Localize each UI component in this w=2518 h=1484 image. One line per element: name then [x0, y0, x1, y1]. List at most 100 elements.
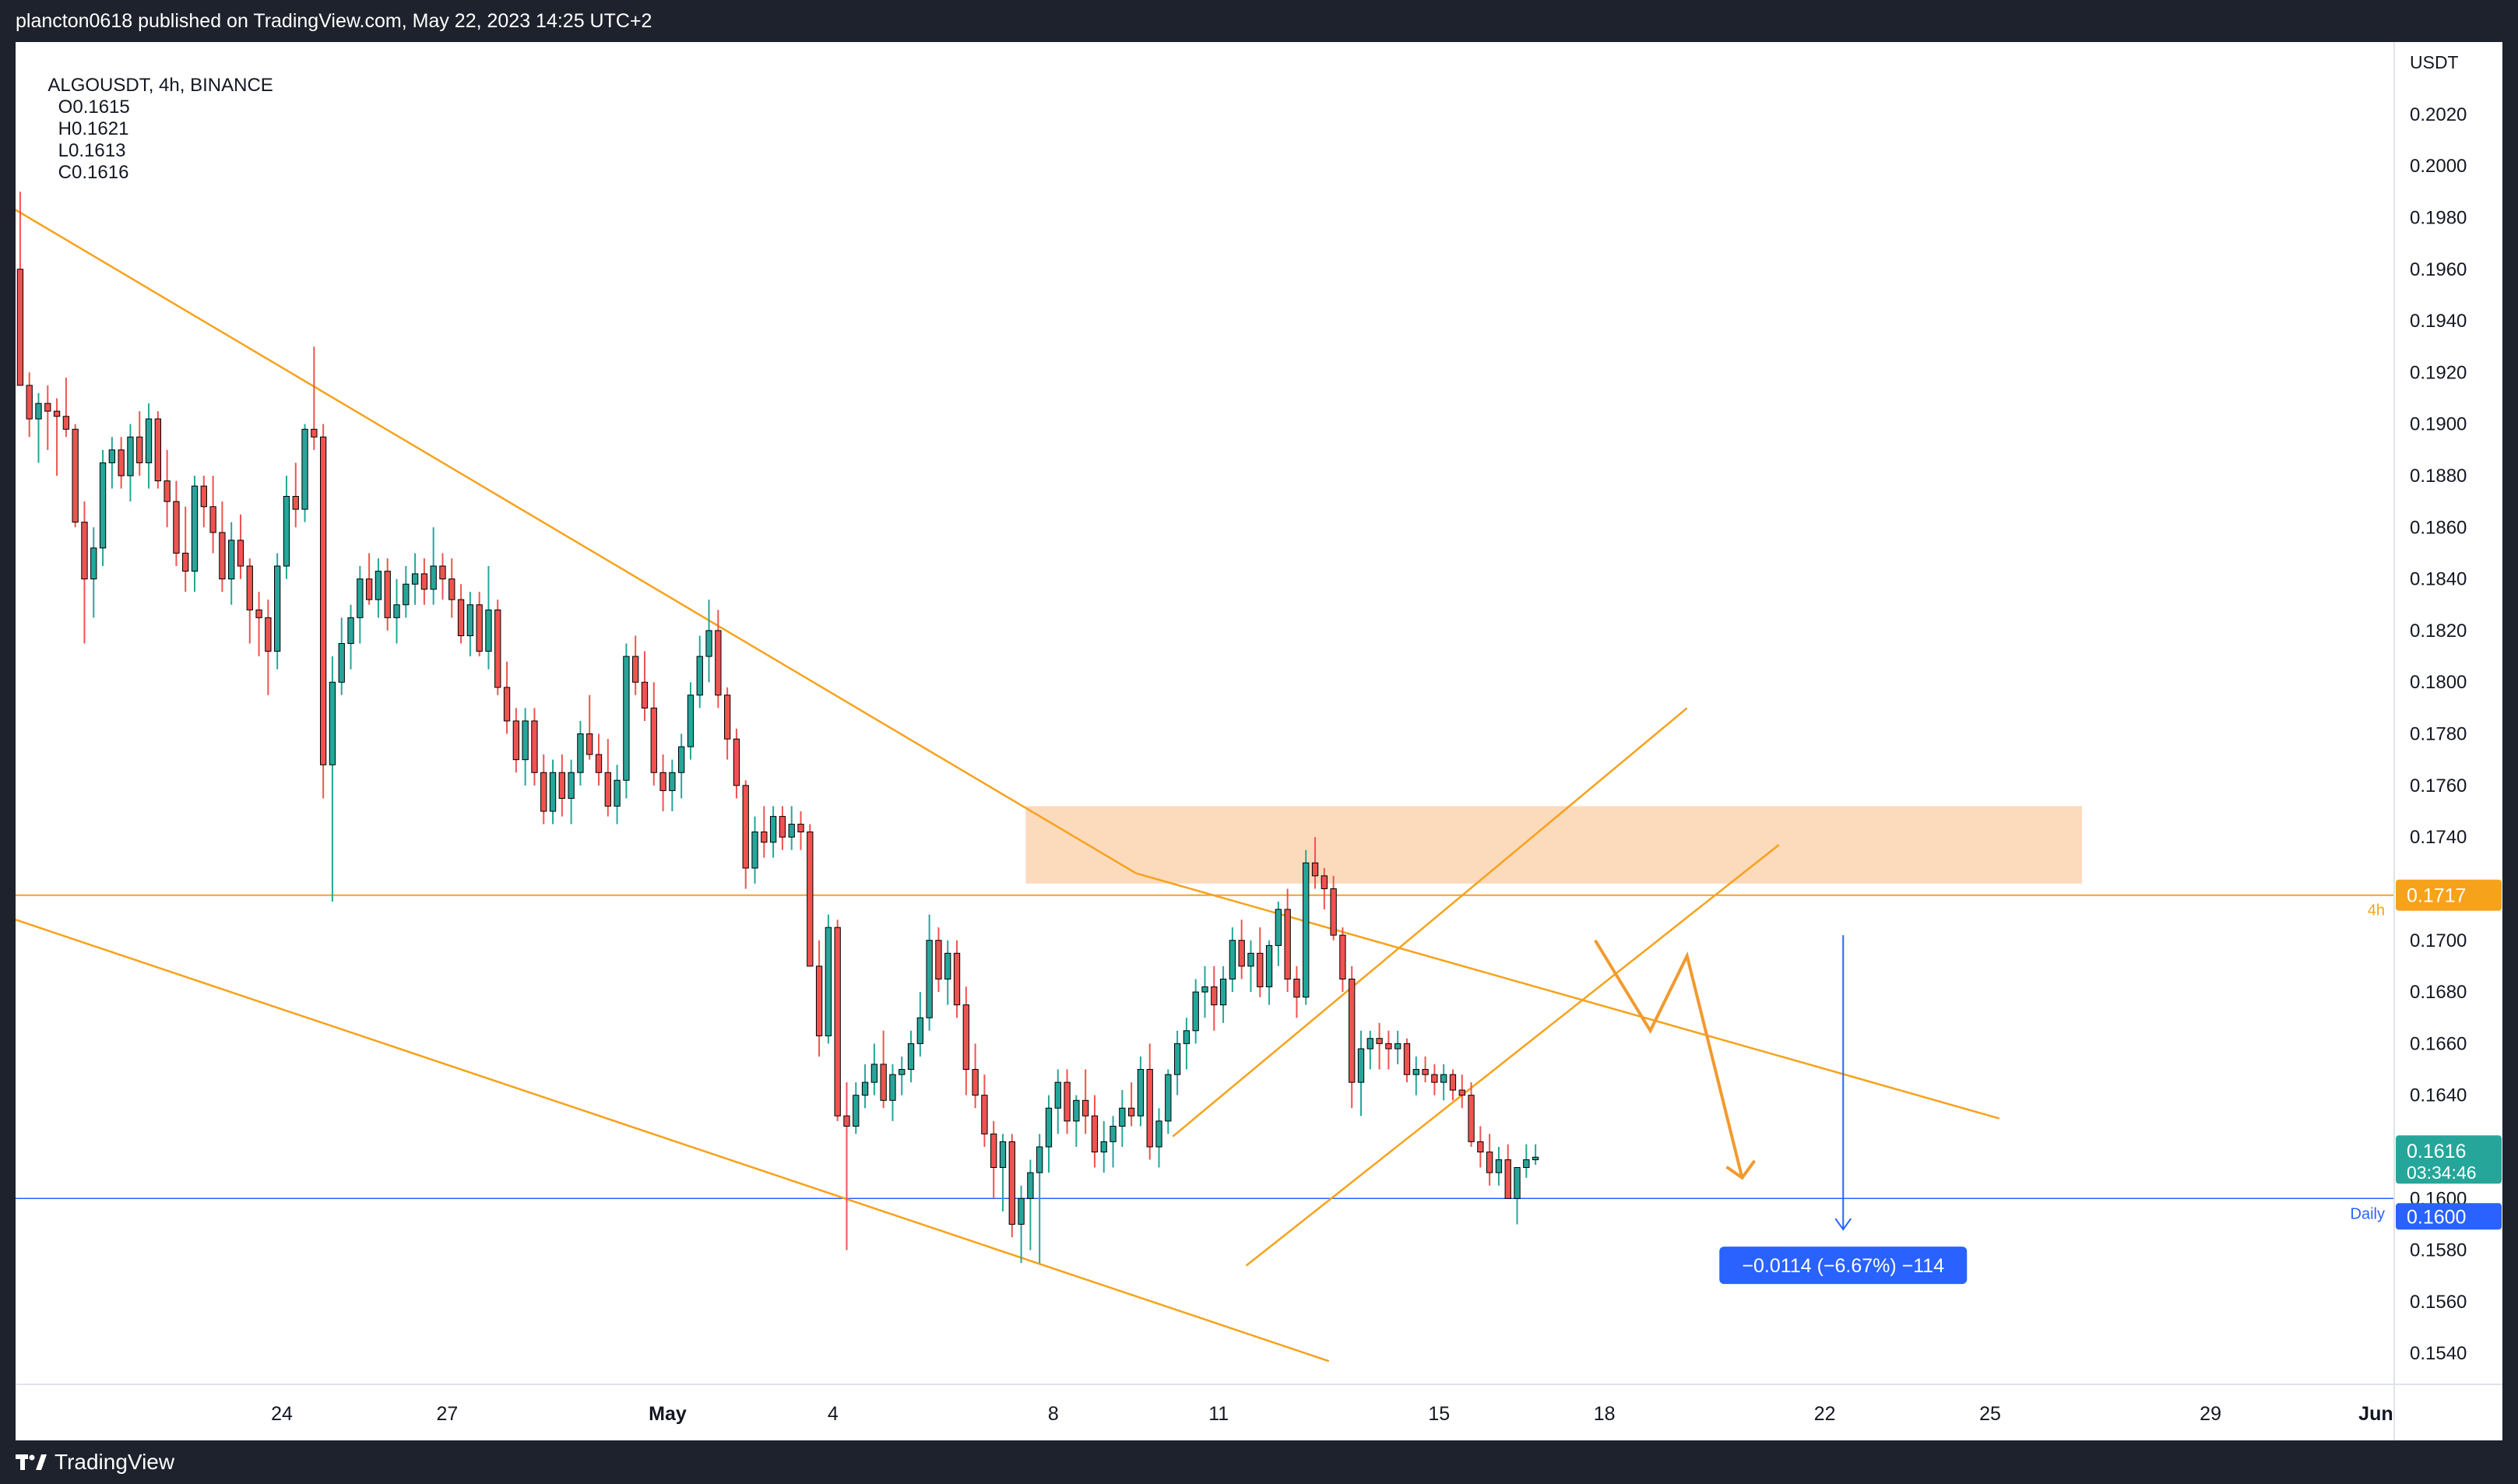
candle-body: [191, 485, 199, 572]
price-tick: 0.1920: [2410, 362, 2467, 383]
candle: [219, 501, 226, 593]
candle-body: [448, 578, 455, 600]
candle: [604, 739, 611, 817]
candle-body: [246, 565, 253, 610]
candle: [274, 553, 281, 670]
price-tick: 0.1760: [2410, 775, 2467, 797]
candle-body: [715, 630, 722, 696]
candle-body: [935, 940, 942, 979]
candle: [503, 661, 511, 734]
candle: [494, 600, 501, 695]
time-tick: 22: [1814, 1403, 1836, 1425]
candle: [99, 449, 107, 567]
candle-body: [411, 573, 419, 585]
candle-body: [1211, 986, 1218, 1006]
legend-high: H0.1621: [58, 118, 129, 139]
candle: [485, 566, 492, 670]
top-bar: plancton0618 published on TradingView.co…: [0, 0, 2518, 42]
candle-body: [1275, 909, 1282, 946]
candle-body: [365, 578, 373, 600]
candle: [815, 940, 823, 1057]
candle: [1357, 1030, 1365, 1117]
candle-body: [1045, 1107, 1053, 1148]
candle: [889, 1064, 896, 1121]
candle-body: [420, 573, 428, 590]
candle-body: [439, 565, 446, 580]
candle-body: [154, 418, 161, 482]
candle: [1265, 940, 1273, 1005]
candle: [1495, 1146, 1503, 1186]
candle-body: [788, 824, 795, 838]
candle-body: [164, 480, 171, 502]
candle-body: [1532, 1156, 1539, 1161]
candle-body: [81, 522, 88, 580]
candle: [1045, 1095, 1053, 1173]
candle-body: [531, 720, 538, 773]
currency-label: USDT: [2410, 52, 2459, 72]
candle: [1394, 1030, 1401, 1064]
candle: [687, 682, 695, 760]
candle: [522, 708, 529, 786]
candle: [870, 1043, 878, 1095]
candle-body: [90, 547, 97, 580]
candle: [145, 403, 153, 489]
candle-body: [990, 1133, 997, 1169]
candle: [403, 566, 410, 618]
candle: [1146, 1043, 1153, 1160]
candle: [1293, 965, 1300, 1018]
candle: [301, 424, 308, 522]
candle: [586, 695, 593, 760]
chart-area[interactable]: −0.0114 (−6.67%) −114 USDT 0.2020 0.2000 0.…: [16, 42, 2502, 1440]
candle: [108, 437, 116, 489]
candle: [1008, 1134, 1015, 1238]
candle: [430, 527, 437, 605]
candle: [1238, 920, 1245, 979]
level-daily-tag: Daily: [2351, 1205, 2385, 1222]
candle-body: [1201, 986, 1208, 993]
candle-body: [1468, 1095, 1475, 1142]
candle: [669, 759, 676, 811]
candle: [62, 378, 70, 438]
candle-body: [1403, 1043, 1411, 1075]
candle-body: [916, 1017, 924, 1044]
candle-body: [586, 733, 593, 755]
candle: [209, 475, 216, 554]
candle-body: [1486, 1152, 1493, 1173]
candle-body: [1054, 1081, 1061, 1109]
candle-body: [16, 269, 24, 386]
candle-body: [173, 501, 180, 554]
candle-body: [1330, 888, 1337, 936]
candle: [16, 192, 24, 386]
candle: [182, 506, 189, 593]
candle-body: [751, 832, 758, 869]
candle-body: [1008, 1141, 1015, 1225]
candle-body: [972, 1069, 979, 1096]
candle-body: [118, 449, 125, 476]
trendline-0: [16, 209, 1137, 874]
candle: [1257, 927, 1264, 997]
candle-body: [843, 1115, 850, 1127]
candle-body: [742, 785, 749, 869]
trendline-1: [1135, 872, 2000, 1120]
candle-body: [641, 681, 649, 709]
candle: [384, 558, 391, 631]
candle-body: [1349, 978, 1356, 1083]
candle: [265, 600, 272, 695]
candle: [1127, 1082, 1135, 1127]
candle-body: [457, 599, 465, 637]
time-tick: 24: [271, 1403, 293, 1425]
candle-body: [1173, 1043, 1181, 1075]
candle-body: [623, 656, 630, 781]
candle-body: [1357, 1048, 1365, 1083]
candle-body: [136, 436, 143, 463]
candle-body: [1082, 1099, 1089, 1117]
candle: [1027, 1159, 1034, 1250]
candle: [1321, 867, 1328, 909]
price-chart[interactable]: −0.0114 (−6.67%) −114 USDT 0.2020 0.2000 0.…: [16, 42, 2502, 1440]
tradingview-logo-icon: [16, 1454, 47, 1470]
candle-body: [292, 496, 299, 510]
tradingview-logo[interactable]: TradingView: [16, 1450, 174, 1475]
candle: [788, 806, 795, 850]
candle: [365, 553, 373, 605]
candle-body: [35, 403, 42, 420]
